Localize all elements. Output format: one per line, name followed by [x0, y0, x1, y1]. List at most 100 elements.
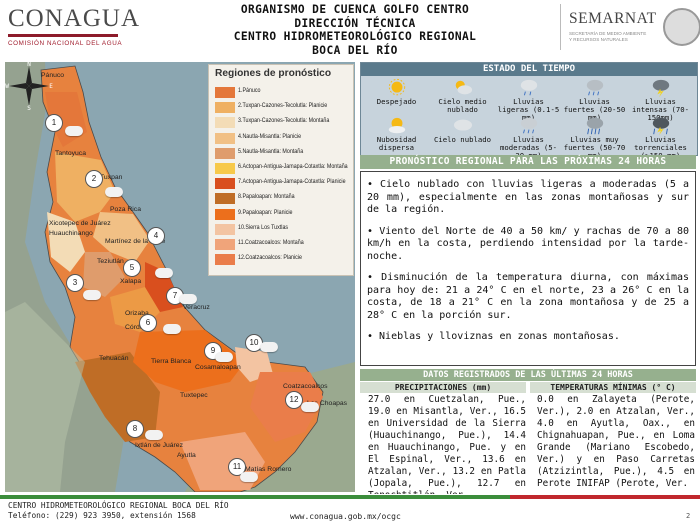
- cloud-icon: [83, 290, 101, 300]
- conagua-subtitle: COMISIÓN NACIONAL DEL AGUA: [8, 40, 123, 47]
- weather-icon-item: Nubosidad dispersa: [364, 116, 429, 154]
- cloud-icon: [105, 187, 123, 197]
- weather-state-legend: ESTADO DEL TIEMPO Despejado Cielo medio n…: [360, 62, 698, 160]
- partly-cloudy-icon: [455, 80, 473, 95]
- footer-contact: CENTRO HIDROMETEOROLÓGICO REGIONAL BOCA …: [8, 501, 229, 521]
- region-number-5: 5: [123, 259, 141, 277]
- legend-swatch: [215, 162, 235, 174]
- legend-swatch: [215, 117, 235, 129]
- cloud-icon: [179, 294, 197, 304]
- weather-icon-label: Lluvias intensas (70-150mm): [631, 97, 690, 122]
- place-label: Poza Rica: [110, 206, 141, 213]
- sun-icon: [388, 78, 406, 96]
- legend-label: 11.Coatzacoalcos: Montaña: [238, 238, 304, 246]
- legend-item: 3.Tuxpan-Cazones-Tecolutla: Montaña: [209, 115, 353, 130]
- legend-label: 5.Nautla-Misantla: Montaña: [238, 147, 304, 155]
- legend-swatch: [215, 132, 235, 144]
- legend-swatch: [215, 208, 235, 220]
- place-label: Tuxpan: [100, 174, 123, 181]
- torrential-rain-icon: [652, 117, 670, 136]
- legend-label: 12.Coatzacoalcos: Planicie: [238, 254, 302, 262]
- weather-icon-label: Lluvias ligeras (0.1-5 mm): [497, 97, 560, 122]
- logo-bar: [8, 34, 118, 37]
- document-title: ORGANISMO DE CUENCA GOLFO CENTRO DIRECCI…: [180, 3, 530, 57]
- very-heavy-rain-icon: [586, 117, 604, 135]
- title-line-4: BOCA DEL RÍO: [312, 43, 398, 57]
- legend-item: 7.Actopan-Antigua-Jamapa-Cotaxtla: Plani…: [209, 176, 353, 191]
- weather-icon-item: Despejado: [364, 78, 429, 116]
- place-label: Huauchinango: [49, 230, 93, 237]
- legend-item: 2.Tuxpan-Cazones-Tecolutla: Planicie: [209, 100, 353, 115]
- header: CONAGUA COMISIÓN NACIONAL DEL AGUA ORGAN…: [0, 0, 700, 60]
- weather-legend-title: ESTADO DEL TIEMPO: [361, 63, 697, 76]
- place-label: Coatzacoalcos: [283, 383, 328, 390]
- title-line-3: CENTRO HIDROMETEOROLÓGICO REGIONAL: [233, 30, 477, 43]
- legend-swatch: [215, 193, 235, 205]
- place-label: Xicotepec de Juárez: [49, 220, 111, 227]
- legend-label: 10.Sierra Los Tuxtlas: [238, 223, 289, 231]
- legend-label: 8.Papaloapan: Montaña: [238, 193, 295, 201]
- legend-item: 9.Papaloapan: Planicie: [209, 207, 353, 222]
- precip-records: 27.0 en Cuetzalan, Pue., 19.0 en Misantl…: [368, 394, 526, 494]
- weather-icon-label: Nubosidad dispersa: [376, 135, 417, 152]
- forecast-heading: PRONÓSTICO REGIONAL PARA LAS PRÓXIMAS 24…: [360, 155, 696, 169]
- legend-label: 3.Tuxpan-Cazones-Tecolutla: Montaña: [238, 117, 330, 125]
- place-label: Veracruz: [183, 304, 210, 311]
- legend-item: 12.Coatzacoalcos: Planicie: [209, 252, 353, 267]
- legend-item: 4.Nautla-Misantla: Planicie: [209, 131, 353, 146]
- weather-icon-label: Lluvias fuertes (20-50 mm): [563, 97, 626, 122]
- place-label: Martínez de la Torre: [105, 238, 166, 245]
- legend-swatch: [215, 223, 235, 235]
- place-label: Tantoyuca: [55, 150, 86, 157]
- region-12-shape: [250, 372, 323, 442]
- compass-rose-icon: N S E W: [5, 62, 53, 110]
- weather-icon-label: Despejado: [376, 97, 417, 106]
- legend-swatch: [215, 254, 235, 266]
- place-label: Matías Romero: [245, 466, 292, 473]
- compass-s: S: [27, 105, 31, 110]
- region-number-6: 6: [139, 314, 157, 332]
- footer-bar-accent: [510, 495, 700, 499]
- conagua-brand: CONAGUA: [8, 5, 140, 32]
- cloud-icon: [163, 324, 181, 334]
- forecast-bullet: • Viento del Norte de 40 a 50 km/ y rach…: [367, 225, 689, 262]
- legend-label: 2.Tuxpan-Cazones-Tecolutla: Planicie: [238, 102, 328, 110]
- semarnat-brand: SEMARNAT: [569, 10, 657, 27]
- region-number-12: 12: [285, 391, 303, 409]
- forecast-bullet: • Nieblas y lloviznas en zonas montañosa…: [367, 331, 620, 342]
- legend-item: 8.Papaloapan: Montaña: [209, 191, 353, 206]
- place-label: Tierra Blanca: [151, 358, 192, 365]
- precip-header: PRECIPITACIONES (mm): [360, 382, 526, 393]
- cloudy-icon: [453, 119, 473, 131]
- place-label: Tehuacán: [99, 355, 129, 362]
- legend-label: 9.Papaloapan: Planicie: [238, 208, 293, 216]
- last24-heading: DATOS REGISTRADOS DE LAS ÚLTIMAS 24 HORA…: [360, 369, 696, 381]
- compass-n: N: [27, 62, 31, 68]
- place-label: Las Choapas: [307, 400, 348, 407]
- footer-bar: [0, 495, 700, 499]
- conagua-logo: CONAGUA COMISIÓN NACIONAL DEL AGUA: [8, 6, 143, 52]
- weather-icon-item: Lluvias intensas (70-150mm): [628, 78, 693, 122]
- cloud-icon: [260, 342, 278, 352]
- legend-item: 5.Nautla-Misantla: Montaña: [209, 146, 353, 161]
- place-label: Pánuco: [41, 72, 65, 79]
- legend-item: 1.Pánuco: [209, 85, 353, 100]
- legend-item: 11.Coatzacoalcos: Montaña: [209, 237, 353, 252]
- map-legend: Regiones de pronóstico 1.Pánuco 2.Tuxpan-…: [208, 64, 354, 276]
- temp-header: TEMPERATURAS MÍNIMAS (° C): [530, 382, 696, 393]
- region-3-shape: [47, 212, 85, 272]
- legend-label: 6.Actopan-Antigua-Jamapa-Cotaxtla: Monta…: [238, 162, 348, 170]
- legend-item: 10.Sierra Los Tuxtlas: [209, 222, 353, 237]
- legend-swatch: [215, 238, 235, 250]
- footer-phone: Teléfono: (229) 923 3950, extensión 1568: [8, 511, 196, 520]
- footer-url[interactable]: www.conagua.gob.mx/ocgc: [290, 512, 401, 521]
- weather-icon-item: Cielo medio nublado: [430, 78, 495, 116]
- forecast-bullets: • Cielo nublado con lluvias ligeras a mo…: [360, 171, 696, 366]
- cloud-icon: [145, 430, 163, 440]
- weather-icon-item: Lluvias ligeras (0.1-5 mm): [496, 78, 561, 122]
- moderate-rain-icon: [520, 117, 538, 134]
- region-5-shape: [83, 252, 125, 297]
- legend-item: 6.Actopan-Antigua-Jamapa-Cotaxtla: Monta…: [209, 161, 353, 176]
- cloud-icon: [301, 402, 319, 412]
- place-label: Orizaba: [125, 310, 149, 317]
